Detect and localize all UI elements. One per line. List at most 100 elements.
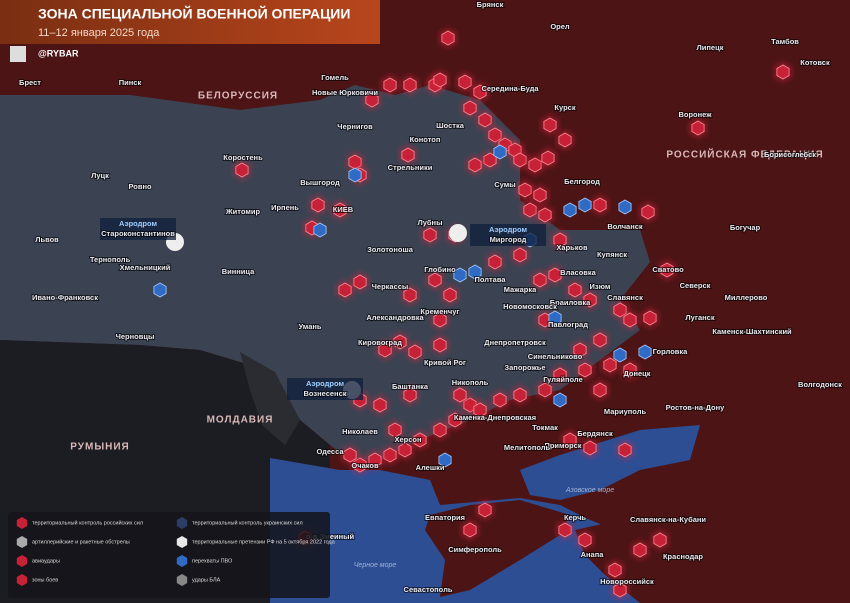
legend-text: удары БЛА xyxy=(192,577,221,583)
strike-marker xyxy=(433,422,447,438)
strike-marker xyxy=(343,447,357,463)
place-label: Браиловка xyxy=(550,298,591,307)
strike-marker xyxy=(558,132,572,148)
intercept-marker xyxy=(468,264,482,280)
strike-marker xyxy=(538,207,552,223)
place-label: Новые Юрковичи xyxy=(312,88,378,97)
place-label: Новомосковск xyxy=(503,302,557,311)
place-label: Азовское море xyxy=(565,487,614,494)
legend-swatch xyxy=(16,574,28,586)
place-label: Сватово xyxy=(652,265,684,274)
place-label: Луцк xyxy=(91,171,109,180)
place-label: Котовск xyxy=(800,58,830,67)
intercept-marker xyxy=(548,310,562,326)
place-label: Умань xyxy=(298,322,321,331)
place-label: Житомир xyxy=(225,207,261,216)
legend-swatch xyxy=(16,555,28,567)
airfield-label: Аэродром xyxy=(306,379,345,388)
place-label: Горловка xyxy=(653,347,688,356)
strike-marker xyxy=(408,344,422,360)
place-label: Ирпень xyxy=(271,203,299,212)
legend-text: зоны боев xyxy=(32,577,58,583)
strike-marker xyxy=(433,72,447,88)
place-label: КИЕВ xyxy=(333,205,354,214)
label-layer: БЕЛОРУССИЯ РОССИЙСКАЯ ФЕДЕРАЦИЯ МОЛДАВИЯ РУ… xyxy=(18,0,843,595)
intercept-marker xyxy=(153,282,167,298)
place-label: Тамбов xyxy=(771,37,799,46)
place-label: Лубны xyxy=(417,218,442,227)
strike-marker xyxy=(311,197,325,213)
strike-marker xyxy=(523,202,537,218)
place-label: Волгодонск xyxy=(798,380,842,389)
place-label: Мелитополь xyxy=(504,443,551,452)
place-label: Мажарка xyxy=(504,285,537,294)
place-label: Краснодар xyxy=(663,552,703,561)
place-label: Брянск xyxy=(477,0,504,9)
strike-marker xyxy=(613,582,627,598)
strike-marker xyxy=(448,412,462,428)
place-label: РУМЫНИЯ xyxy=(70,442,129,453)
strike-marker xyxy=(608,562,622,578)
strike-marker xyxy=(493,392,507,408)
place-label: Орел xyxy=(550,22,570,31)
strike-marker xyxy=(623,362,637,378)
strike-marker xyxy=(633,542,647,558)
strike-marker xyxy=(513,152,527,168)
place-label: Ровно xyxy=(128,182,152,191)
place-label: Воронеж xyxy=(678,110,712,119)
strike-marker xyxy=(423,227,437,243)
place-label: Ростов-на-Дону xyxy=(666,403,725,412)
place-label: Новороссийск xyxy=(600,577,654,586)
strike-marker xyxy=(441,30,455,46)
intercept-marker xyxy=(638,344,652,360)
strike-marker xyxy=(660,262,674,278)
place-label: Черкассы xyxy=(372,282,409,291)
strike-marker xyxy=(643,310,657,326)
strike-marker xyxy=(513,247,527,263)
place-label: Пинск xyxy=(119,78,142,87)
strike-marker xyxy=(333,202,347,218)
place-label: Павлоград xyxy=(548,320,588,329)
strike-marker xyxy=(533,187,547,203)
strike-marker xyxy=(593,197,607,213)
place-label: о-в Змеиный xyxy=(306,532,355,541)
place-label: Коростень xyxy=(223,153,263,162)
airfield-label: Вознесенск xyxy=(303,389,346,398)
legend-panel xyxy=(8,512,330,598)
place-label: Бердянск xyxy=(577,429,613,438)
strike-marker xyxy=(573,342,587,358)
strike-marker xyxy=(553,367,567,383)
strike-marker xyxy=(453,387,467,403)
strike-marker xyxy=(338,282,352,298)
strike-marker xyxy=(543,117,557,133)
place-label: Кривой Рог xyxy=(424,358,466,367)
place-label: Кировоград xyxy=(358,338,402,347)
strike-marker xyxy=(593,332,607,348)
strike-marker xyxy=(518,182,532,198)
strike-marker xyxy=(618,442,632,458)
legend-swatch xyxy=(176,517,188,529)
strike-marker xyxy=(488,254,502,270)
strike-marker xyxy=(235,162,249,178)
place-label: Гуляйполе xyxy=(543,375,583,384)
strike-marker xyxy=(398,442,412,458)
intercept-marker xyxy=(563,202,577,218)
strike-marker xyxy=(353,274,367,290)
legend-text: авиаудары xyxy=(32,558,60,564)
place-label: Очаков xyxy=(351,461,379,470)
legend-text: артиллерийские и ракетные обстрелы xyxy=(32,538,130,545)
place-label: Славянск-на-Кубани xyxy=(630,515,706,524)
legend-text: территориальный контроль российских сил xyxy=(32,519,143,526)
airfield-icon xyxy=(449,224,467,242)
intercept-marker xyxy=(553,392,567,408)
intercept-marker xyxy=(453,267,467,283)
place-label: Шостка xyxy=(436,121,465,130)
strike-marker xyxy=(473,402,487,418)
place-label: Херсон xyxy=(394,435,421,444)
marker-layer xyxy=(153,27,793,601)
strike-marker xyxy=(463,100,477,116)
qr-code xyxy=(10,46,26,62)
strike-marker xyxy=(383,447,397,463)
ukraine-area xyxy=(0,85,650,460)
place-label: Брест xyxy=(19,78,41,87)
